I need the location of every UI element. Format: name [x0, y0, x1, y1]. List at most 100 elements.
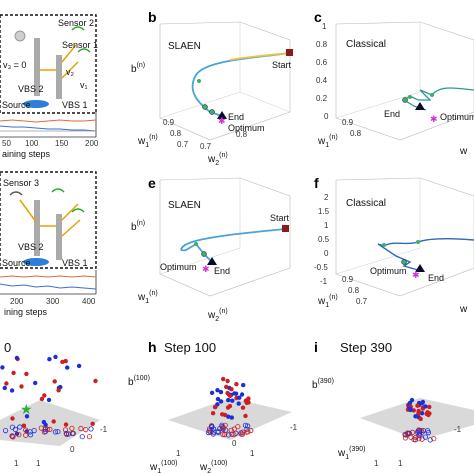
scatter-point — [240, 405, 246, 410]
scatter-point — [423, 404, 428, 409]
tick: 0.8 — [316, 40, 328, 49]
method-label: SLAEN — [168, 41, 201, 52]
y-axis-label: b(100) — [128, 375, 150, 388]
series-blue — [0, 283, 97, 290]
tick: 1 — [398, 459, 403, 468]
scatter-point — [93, 378, 98, 384]
panel-d-plot: 200 300 400 ining steps — [0, 270, 97, 317]
tick: 50 — [2, 139, 11, 148]
x-axis-label: aining steps — [2, 149, 51, 159]
tick: 0.9 — [163, 118, 175, 127]
beam — [61, 61, 79, 79]
scatter-point — [209, 423, 215, 429]
scatter-point — [419, 411, 425, 416]
scatter-point — [10, 434, 16, 440]
tick: 0.7 — [356, 297, 368, 306]
scatter-point — [230, 398, 235, 403]
panel-letter: i — [314, 339, 318, 355]
end-marker — [415, 264, 425, 272]
start-label: Start — [270, 213, 290, 223]
scatter-point — [225, 378, 230, 384]
scatter-point — [241, 382, 246, 388]
scatter-point — [431, 436, 437, 442]
x-axis-label-w1: w1(100) — [149, 460, 177, 474]
scatter-point — [69, 425, 75, 431]
ground-plane — [0, 400, 100, 446]
sensor1-label: Sensor 1 — [62, 40, 98, 50]
panel-g: 0 ★ -1 0 1 1 — [0, 340, 108, 468]
scatter-point — [14, 355, 20, 361]
scatter-point — [19, 384, 24, 389]
scatter-point — [220, 425, 226, 431]
scatter-point — [2, 385, 7, 391]
scatter-point — [427, 437, 433, 443]
nu3-label: v₃ = 0 — [3, 60, 26, 70]
tick: 200 — [85, 139, 99, 148]
scatter-point — [38, 425, 44, 431]
panel-h: h Step 100 b(100) -1 1 1 0 w1(100) w2(10… — [128, 339, 298, 474]
scatter-point — [86, 434, 93, 440]
optimum-label: Optimum — [160, 262, 197, 272]
scatter-point — [16, 432, 22, 438]
scatter-point — [232, 391, 237, 396]
scatter-point — [63, 358, 68, 364]
step-marker — [202, 104, 208, 110]
scatter-point — [215, 396, 221, 402]
step-marker — [430, 93, 434, 97]
scatter-point — [24, 371, 29, 377]
scatter-point — [402, 435, 409, 441]
tick: 0.8 — [170, 129, 182, 138]
scatter-point — [27, 432, 34, 438]
scatter-point — [427, 404, 432, 410]
scatter-point — [2, 427, 9, 434]
tick: 2 — [324, 193, 329, 202]
scatter-point — [42, 393, 47, 398]
tick: 0.2 — [316, 94, 328, 103]
scatter-point — [415, 403, 420, 408]
scatter-point — [60, 359, 65, 365]
trajectory-segment — [229, 52, 291, 61]
tick: -0.5 — [314, 263, 328, 272]
tick: -1 — [290, 423, 298, 432]
sensor-icon — [71, 208, 85, 213]
tick: 0.7 — [200, 142, 212, 151]
sensor-icon — [14, 30, 26, 42]
scatter-point — [69, 430, 75, 436]
scatter-cloud — [205, 376, 254, 438]
scatter-point — [47, 357, 52, 362]
tick: -1 — [454, 425, 462, 434]
scatter-point — [213, 404, 218, 410]
scatter-point — [62, 427, 69, 433]
x-axis-label-w1: w1(n) — [317, 294, 338, 309]
scatter-point — [21, 423, 27, 428]
optimum-star: ★ — [20, 401, 33, 417]
step-marker — [209, 109, 215, 115]
tick: 1 — [14, 459, 19, 468]
end-label: End — [428, 273, 444, 283]
optimum-label: Optimum — [228, 123, 265, 133]
scatter-point — [43, 422, 48, 427]
scatter-point — [229, 415, 234, 420]
trajectory — [180, 228, 286, 263]
end-label: End — [214, 266, 230, 276]
scatter-point — [17, 424, 23, 430]
scatter-point — [226, 414, 231, 419]
tick: -1 — [320, 277, 328, 286]
scatter-point — [23, 427, 29, 433]
scatter-point — [226, 397, 231, 403]
scatter-point — [211, 429, 217, 435]
sensor3-icon — [9, 191, 23, 196]
sensor2-label: Sensor 2 — [58, 18, 94, 28]
scatter-point — [42, 428, 49, 434]
scatter-point — [229, 387, 234, 392]
scatter-point — [52, 429, 59, 435]
scatter-point — [210, 411, 216, 416]
beam — [61, 44, 77, 63]
scatter-point — [90, 421, 95, 426]
method-label: SLAEN — [168, 200, 201, 211]
x-axis-label-w1: w1(n) — [317, 134, 338, 149]
scatter-point — [56, 388, 61, 393]
optimum-marker: ✱ — [218, 116, 226, 126]
scatter-point — [238, 431, 244, 437]
panel-title: Step 390 — [340, 340, 392, 355]
